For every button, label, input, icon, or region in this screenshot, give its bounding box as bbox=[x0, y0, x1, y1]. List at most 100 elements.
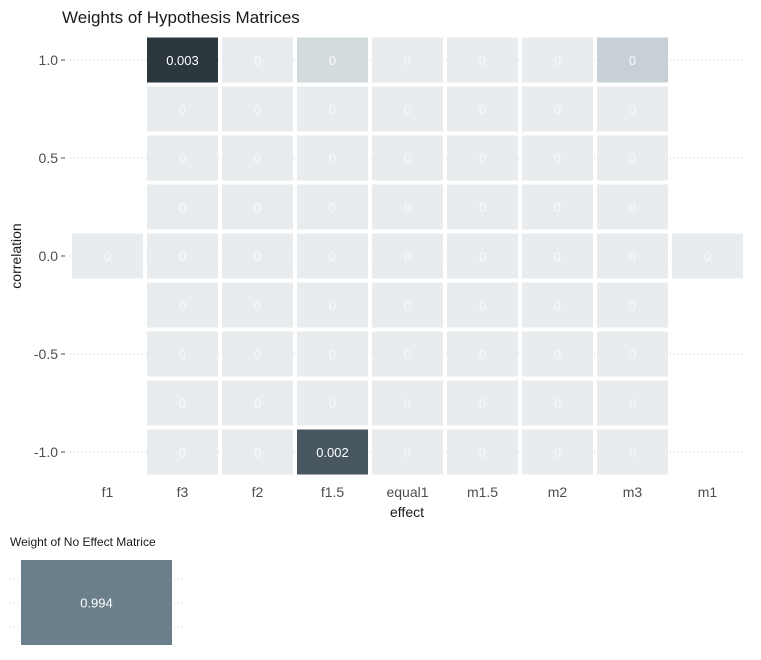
heatmap-cell bbox=[72, 233, 143, 279]
cell-value-label: 0 bbox=[704, 249, 711, 264]
heatmap-cell bbox=[372, 37, 443, 83]
cell-value-label: 0 bbox=[179, 151, 186, 166]
heatmap-cell bbox=[447, 331, 518, 377]
x-tick-label: f3 bbox=[177, 484, 189, 500]
cell-value-label: 0 bbox=[254, 151, 261, 166]
x-tick-label: f2 bbox=[252, 484, 264, 500]
y-tick-label: -1.0 bbox=[34, 444, 58, 460]
cell-value-label: 0 bbox=[329, 151, 336, 166]
x-tick-label: m1.5 bbox=[467, 484, 498, 500]
heatmap-cell bbox=[222, 184, 293, 230]
cell-value-label: 0 bbox=[179, 102, 186, 117]
x-axis-title: effect bbox=[390, 504, 424, 520]
heatmap-cell bbox=[447, 86, 518, 132]
cell-value-label: 0 bbox=[629, 445, 636, 460]
cell-value-label: 0 bbox=[554, 151, 561, 166]
heatmap-cell bbox=[297, 380, 368, 426]
cell-value-label: 0 bbox=[254, 53, 261, 68]
heatmap-cell bbox=[447, 380, 518, 426]
heatmap-cell bbox=[447, 37, 518, 83]
y-axis-title: correlation bbox=[8, 223, 24, 288]
cell-value-label: 0 bbox=[629, 53, 636, 68]
heatmap-cell bbox=[522, 37, 593, 83]
cell-value-label: 0 bbox=[329, 249, 336, 264]
heatmap-cell bbox=[147, 86, 218, 132]
cell-value-label: 0 bbox=[479, 151, 486, 166]
cell-value-label: 0 bbox=[329, 347, 336, 362]
cell-value-label: 0 bbox=[479, 102, 486, 117]
cell-value-label: 0 bbox=[554, 347, 561, 362]
y-tick-label: 1.0 bbox=[39, 52, 59, 68]
cell-value-label: 0 bbox=[179, 347, 186, 362]
cell-value-label: 0 bbox=[329, 102, 336, 117]
cell-value-label: 0 bbox=[404, 445, 411, 460]
cell-value-label: 0.003 bbox=[166, 53, 199, 68]
cell-value-label: 0 bbox=[404, 249, 411, 264]
heatmap-cell bbox=[447, 135, 518, 181]
cell-value-label: 0 bbox=[179, 298, 186, 313]
y-tick-label: -0.5 bbox=[34, 346, 58, 362]
heatmap-cell bbox=[21, 560, 172, 645]
cell-value-label: 0 bbox=[179, 200, 186, 215]
heatmap-cell bbox=[297, 331, 368, 377]
x-tick-label: f1.5 bbox=[321, 484, 345, 500]
cell-value-label: 0 bbox=[554, 445, 561, 460]
heatmap-cell bbox=[597, 184, 668, 230]
heatmap-cell bbox=[597, 331, 668, 377]
cell-value-label: 0 bbox=[179, 445, 186, 460]
heatmap-cell bbox=[147, 282, 218, 328]
heatmap-cell bbox=[222, 282, 293, 328]
heatmap-cell bbox=[597, 86, 668, 132]
heatmap-cell bbox=[372, 86, 443, 132]
cell-value-label: 0 bbox=[254, 347, 261, 362]
heatmap-cell bbox=[522, 331, 593, 377]
heatmap-cell bbox=[372, 429, 443, 475]
cell-value-label: 0 bbox=[254, 102, 261, 117]
x-tick-label: f1 bbox=[102, 484, 114, 500]
cell-value-label: 0 bbox=[254, 200, 261, 215]
heatmap-cell bbox=[222, 380, 293, 426]
heatmap-cell bbox=[147, 331, 218, 377]
heatmap-cell bbox=[522, 233, 593, 279]
heatmap-cell bbox=[597, 380, 668, 426]
cell-value-label: 0 bbox=[629, 102, 636, 117]
heatmap-cell bbox=[222, 37, 293, 83]
cell-value-label: 0 bbox=[404, 151, 411, 166]
cell-value-label: 0 bbox=[629, 151, 636, 166]
heatmap-cell bbox=[372, 184, 443, 230]
cell-value-label: 0 bbox=[104, 249, 111, 264]
heatmap-cell bbox=[597, 429, 668, 475]
heatmap-cell bbox=[597, 135, 668, 181]
cell-value-label: 0 bbox=[554, 249, 561, 264]
heatmap-cell bbox=[222, 233, 293, 279]
x-tick-label: m3 bbox=[623, 484, 643, 500]
heatmap-cell bbox=[522, 380, 593, 426]
sub-heatmap-cells: 0.994 bbox=[21, 560, 172, 645]
heatmap-cell bbox=[297, 233, 368, 279]
heatmap-cell bbox=[522, 429, 593, 475]
heatmap-cell bbox=[147, 233, 218, 279]
sub-chart-title: Weight of No Effect Matrice bbox=[10, 535, 156, 549]
cell-value-label: 0 bbox=[404, 102, 411, 117]
heatmap-cell bbox=[522, 135, 593, 181]
cell-value-label: 0 bbox=[329, 200, 336, 215]
heatmap-cell bbox=[447, 282, 518, 328]
cell-value-label: 0.994 bbox=[80, 596, 113, 611]
cell-value-label: 0 bbox=[329, 53, 336, 68]
cell-value-label: 0 bbox=[629, 249, 636, 264]
cell-value-label: 0 bbox=[179, 396, 186, 411]
heatmap-cell bbox=[297, 86, 368, 132]
cell-value-label: 0 bbox=[404, 298, 411, 313]
cell-value-label: 0 bbox=[629, 200, 636, 215]
cell-value-label: 0 bbox=[479, 396, 486, 411]
heatmap-cell bbox=[522, 282, 593, 328]
cell-value-label: 0 bbox=[479, 53, 486, 68]
heatmap-cell bbox=[147, 184, 218, 230]
heatmap-cell bbox=[147, 37, 218, 83]
cell-value-label: 0 bbox=[554, 102, 561, 117]
cell-value-label: 0 bbox=[254, 396, 261, 411]
heatmap-cell bbox=[597, 282, 668, 328]
no-effect-weight-heatmap: Weight of No Effect Matrice 0.994 bbox=[10, 535, 185, 645]
heatmap-cell bbox=[522, 184, 593, 230]
cell-value-label: 0 bbox=[554, 53, 561, 68]
